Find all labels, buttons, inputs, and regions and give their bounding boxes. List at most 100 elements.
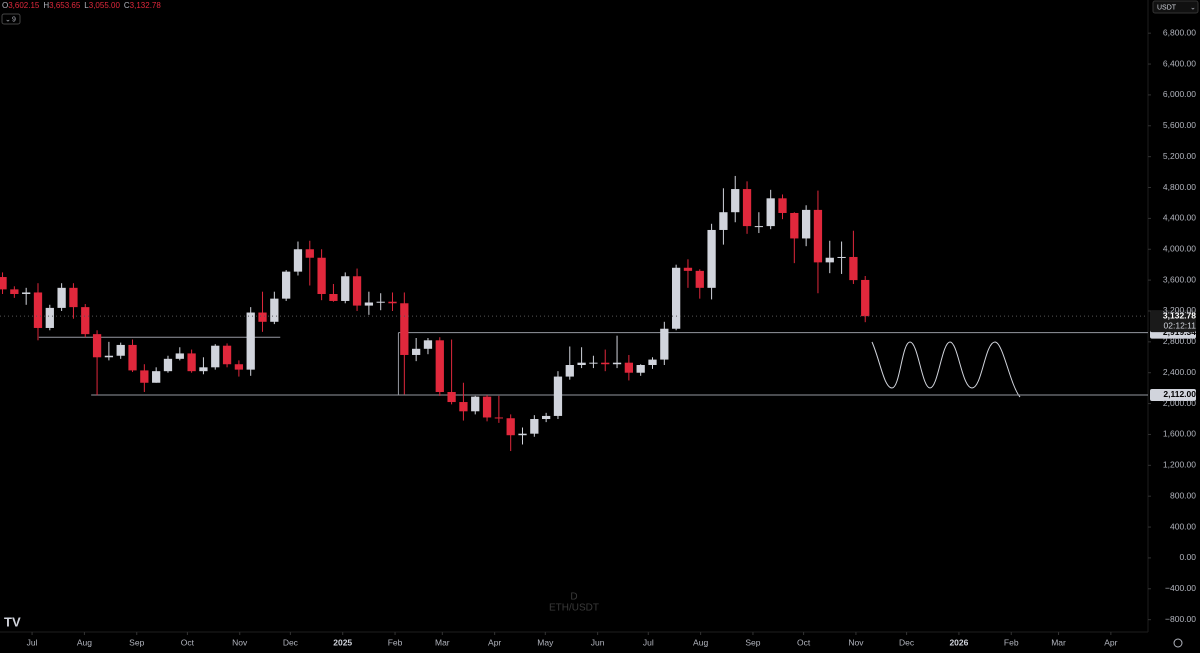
y-tick-label: 6,400.00 [1163, 58, 1196, 68]
candle-body [293, 249, 303, 272]
y-tick-label: 1,600.00 [1163, 429, 1196, 439]
candle-body [825, 257, 834, 263]
candle-body [412, 348, 421, 355]
y-tick-label: 6,800.00 [1163, 27, 1196, 37]
last-price-box [1150, 310, 1196, 333]
currency-arrow: ⌄ [1190, 4, 1196, 11]
candle-body [553, 376, 563, 416]
x-tick-label: Oct [181, 637, 195, 647]
candle-body [447, 392, 456, 403]
y-tick-label: 5,600.00 [1163, 120, 1196, 130]
x-tick-label: Dec [899, 637, 915, 647]
candle-body [258, 312, 267, 322]
candle-body [459, 402, 468, 412]
settings-icon[interactable] [1173, 638, 1183, 648]
candle-body [660, 328, 669, 360]
y-tick-label: −400.00 [1165, 583, 1196, 593]
level-label: 2,112.00 [1163, 389, 1196, 399]
candle-body [601, 362, 610, 365]
x-tick-label: Apr [1104, 637, 1117, 647]
y-tick-label: 800.00 [1170, 490, 1196, 500]
candle-body [163, 358, 173, 372]
candle-body [577, 362, 586, 366]
x-tick-label: Sep [129, 637, 144, 647]
y-tick-label: 4,000.00 [1163, 244, 1196, 254]
x-tick-label: Sep [745, 637, 760, 647]
indicator-count: 9 [12, 16, 16, 23]
candle-body [612, 362, 622, 365]
x-tick-label: Mar [1051, 637, 1066, 647]
candle-body [648, 359, 657, 366]
ohlc-value: 3,132.78 [130, 1, 162, 10]
x-tick-label: Jul [643, 637, 654, 647]
candle-body [22, 292, 31, 295]
candle-body [731, 189, 740, 213]
projection-drawing [871, 341, 1021, 398]
candle-body [742, 189, 752, 227]
last-price-label: 3,132.78 [1163, 310, 1196, 320]
x-tick-label: 2026 [949, 637, 968, 647]
candle-body [317, 257, 326, 295]
y-tick-label: 2,000.00 [1163, 398, 1196, 408]
y-tick-label: 4,400.00 [1163, 213, 1196, 223]
y-tick-label: 4,800.00 [1163, 182, 1196, 192]
currency-button[interactable] [1152, 0, 1199, 14]
candle-body [695, 270, 704, 288]
x-tick-label: Feb [388, 637, 403, 647]
y-tick-label: 2,800.00 [1163, 336, 1196, 346]
candle-body [790, 212, 799, 239]
candle-body [565, 365, 574, 377]
candle-body [542, 415, 551, 420]
ohlc-key: O [2, 1, 8, 10]
candle-body [683, 267, 693, 271]
indicator-toggle[interactable] [1, 13, 21, 25]
x-tick-label: Apr [488, 637, 501, 647]
candle-body [352, 276, 362, 306]
y-tick-label: −800.00 [1165, 614, 1196, 624]
candle-body [672, 267, 681, 329]
level-label-box [1150, 388, 1196, 401]
x-tick-label: Dec [283, 637, 299, 647]
y-tick-label: 400.00 [1170, 521, 1196, 531]
x-tick-label: May [537, 637, 554, 647]
indicator-arrow: ⌄ [5, 16, 11, 23]
x-tick-label: Nov [848, 637, 864, 647]
candle-body [471, 396, 480, 412]
candle-body [423, 340, 433, 349]
ohlc-value: 3,602.15 [8, 1, 40, 10]
x-tick-label: Oct [797, 637, 811, 647]
candle-body [719, 212, 728, 230]
ohlc-key: L [84, 1, 89, 10]
logo[interactable]: TV [4, 614, 21, 629]
candle-body [211, 345, 220, 368]
candle-body [435, 340, 444, 393]
candle-body [175, 353, 184, 359]
candle-body [837, 256, 846, 258]
candle-body [813, 209, 823, 263]
watermark-symbol: ETH/USDT [549, 603, 599, 614]
candle-body [305, 249, 314, 258]
candle-body [57, 287, 66, 308]
candle-body [234, 364, 244, 370]
candle-body [69, 287, 78, 308]
candle-body [766, 198, 775, 227]
y-tick-label: 2,400.00 [1163, 367, 1196, 377]
candle-body [707, 229, 716, 288]
ohlc-value: 3,653.65 [49, 1, 81, 10]
candle-body [364, 302, 374, 306]
ohlc-key: H [43, 1, 49, 10]
candle-body [624, 362, 634, 373]
candle-body [33, 292, 43, 328]
candle-body [530, 419, 539, 434]
candle-body [282, 271, 291, 299]
plot [0, 175, 1148, 452]
candle-body [199, 367, 208, 372]
candle-body [388, 301, 397, 304]
candle-body [482, 396, 492, 418]
candle-body [187, 353, 196, 372]
y-tick-label: 6,000.00 [1163, 89, 1196, 99]
x-tick-label: Aug [693, 637, 708, 647]
ohlc-value: 3,055.00 [89, 1, 121, 10]
